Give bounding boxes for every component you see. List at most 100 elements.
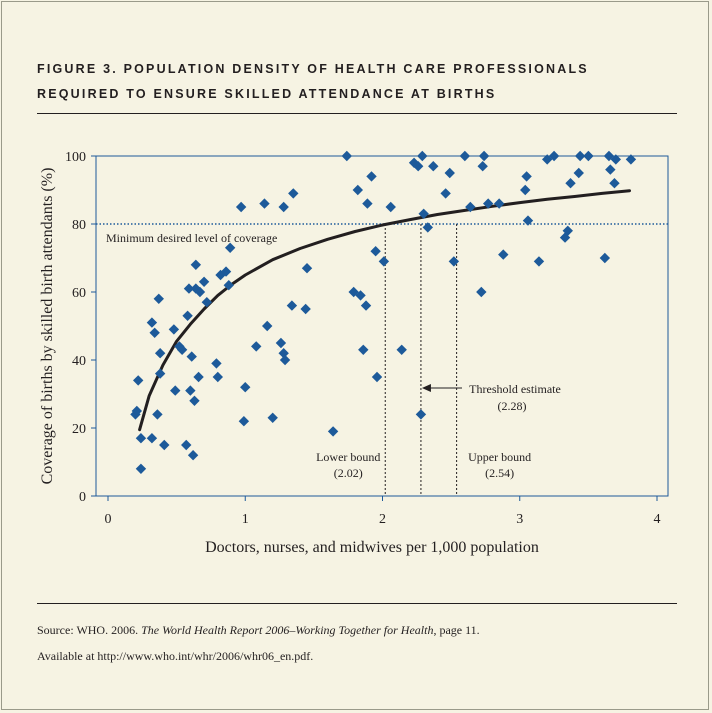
data-point (476, 286, 487, 298)
figure-title-line-1: FIGURE 3. POPULATION DENSITY OF HEALTH C… (37, 62, 589, 76)
data-point (251, 341, 262, 352)
data-point (131, 405, 143, 417)
data-point (327, 426, 339, 437)
data-point (573, 167, 584, 179)
top-rule (37, 113, 677, 114)
data-point (444, 167, 455, 179)
threshold-value: (2.28) (498, 399, 527, 413)
data-point (603, 150, 615, 162)
minimum-coverage-label: Minimum desired level of coverage (106, 231, 277, 245)
data-point (170, 385, 181, 396)
fitted-curve (138, 189, 631, 432)
x-tick-label-4: 4 (654, 512, 661, 527)
x-tick-label-1: 1 (242, 512, 249, 527)
data-point (132, 375, 144, 386)
y-tick-label-0: 0 (79, 490, 86, 505)
y-tick-label-40: 40 (72, 354, 86, 369)
data-point (212, 371, 223, 383)
data-point (301, 263, 313, 274)
source-note: Source: WHO. 2006. The World Health Repo… (37, 617, 677, 669)
data-point (493, 198, 505, 209)
data-point (275, 337, 287, 349)
data-point (186, 351, 197, 362)
y-tick-label-100: 100 (65, 150, 86, 165)
figure-title-line-2: REQUIRED TO ENSURE SKILLED ATTENDANCE AT… (37, 87, 497, 101)
data-point (478, 150, 490, 162)
data-point (562, 225, 573, 236)
data-point (149, 327, 160, 338)
data-point (362, 198, 373, 209)
data-point (533, 256, 545, 267)
data-point (625, 154, 637, 165)
data-point (278, 201, 289, 213)
figure-title: FIGURE 3. POPULATION DENSITY OF HEALTH C… (37, 57, 677, 107)
data-point (135, 433, 147, 444)
data-point (371, 371, 383, 383)
upper-bound-label: Upper bound (468, 450, 531, 464)
x-tick-label-3: 3 (516, 512, 523, 527)
threshold-label: Threshold estimate (469, 382, 561, 396)
data-point (240, 382, 251, 393)
x-axis-label: Doctors, nurses, and midwives per 1,000 … (205, 539, 539, 556)
data-point (259, 198, 270, 209)
data-point (440, 188, 451, 199)
data-point (385, 201, 396, 213)
y-axis-label: Coverage of births by skilled birth atte… (39, 168, 56, 485)
data-point (559, 232, 571, 243)
data-point (412, 161, 424, 172)
source-prefix: Source: WHO. 2006. (37, 623, 142, 637)
bottom-rule (37, 603, 677, 604)
data-point (176, 344, 188, 355)
y-tick-label-20: 20 (72, 422, 86, 437)
data-point (428, 161, 439, 172)
source-line-2: Available at http://www.who.int/whr/2006… (37, 649, 314, 663)
data-point (418, 208, 429, 219)
data-point (185, 385, 196, 396)
data-point (146, 433, 158, 444)
data-point (521, 171, 532, 182)
data-point (238, 416, 250, 427)
data-point (224, 242, 236, 253)
data-point (370, 246, 381, 257)
data-point (223, 280, 234, 291)
data-point (482, 198, 494, 209)
data-point (288, 188, 299, 199)
data-point (194, 286, 206, 298)
data-point (262, 320, 273, 332)
data-point (574, 150, 586, 162)
scatter-chart: 0 20 40 60 80 100 0 1 2 3 4 Doctors, nurses, and mi… (39, 150, 669, 556)
data-point (565, 178, 576, 189)
data-point (378, 256, 390, 267)
data-point (366, 171, 377, 182)
data-point (415, 409, 427, 420)
data-point (465, 201, 476, 213)
data-point (278, 348, 289, 359)
data-point (201, 297, 213, 308)
data-point (417, 150, 428, 162)
data-point (189, 395, 200, 406)
data-point (498, 249, 509, 260)
data-point (235, 201, 247, 213)
data-point (583, 150, 594, 162)
data-point (341, 150, 353, 162)
data-point (267, 412, 278, 423)
data-point (279, 354, 291, 366)
data-point (355, 290, 366, 301)
source-report-title: The World Health Report 2006–Working Tog… (141, 623, 434, 637)
x-tick-label-2: 2 (379, 512, 386, 527)
source-line-1: Source: WHO. 2006. The World Health Repo… (37, 617, 677, 643)
data-point (548, 150, 560, 162)
data-point (605, 164, 616, 175)
threshold-arrow-head (421, 384, 431, 392)
data-point (154, 348, 166, 359)
lower-bound-value: (2.02) (334, 466, 363, 480)
data-point (520, 184, 531, 196)
data-point (610, 154, 622, 165)
data-point (135, 463, 147, 474)
data-point (286, 300, 298, 311)
lower-bound-label: Lower bound (316, 450, 380, 464)
data-point (448, 256, 460, 267)
data-point (159, 439, 170, 451)
data-point (181, 439, 192, 451)
